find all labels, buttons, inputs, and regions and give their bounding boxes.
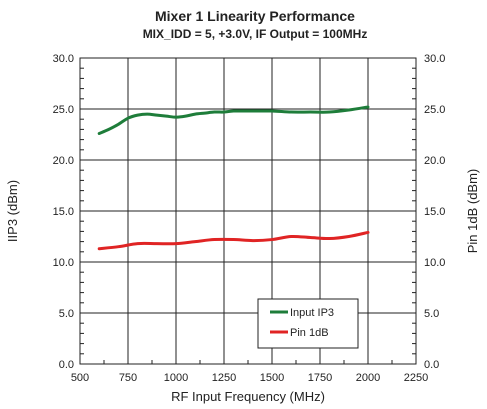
y-tick-label-left: 20.0 [53,155,74,167]
chart-subtitle: MIX_IDD = 5, +3.0V, IF Output = 100MHz [143,27,368,41]
y-axis-label-left: IIP3 (dBm) [5,180,20,242]
legend: Input IP3 Pin 1dB [257,298,359,349]
x-tick-label: 2250 [404,372,428,384]
legend-box [257,298,359,349]
y-tick-label-left: 25.0 [53,104,74,116]
y-tick-label-left: 5.0 [59,308,74,320]
x-tick-label: 500 [71,372,89,384]
legend-label: Pin 1dB [290,327,329,339]
x-tick-label: 1250 [212,372,236,384]
y-tick-label-right: 20.0 [424,155,445,167]
x-axis-label: RF Input Frequency (MHz) [171,389,325,404]
chart-title: Mixer 1 Linearity Performance [155,8,355,24]
x-tick-label: 750 [119,372,137,384]
series-line-pin-1db [97,230,370,251]
y-tick-label-right: 0.0 [424,359,439,371]
y-tick-label-right: 10.0 [424,257,445,269]
series-lines [97,105,370,251]
grid [80,58,416,364]
y-tick-label-right: 15.0 [424,206,445,218]
series-line-input-ip3 [97,105,370,135]
y-tick-label-left: 10.0 [53,257,74,269]
x-tick-label: 2000 [356,372,380,384]
legend-label: Input IP3 [290,307,334,319]
y-tick-label-left: 0.0 [59,359,74,371]
y-tick-label-left: 30.0 [53,53,74,65]
x-tick-label: 1500 [260,372,284,384]
y-tick-label-right: 30.0 [424,53,445,65]
y-tick-label-right: 25.0 [424,104,445,116]
y-tick-label-left: 15.0 [53,206,74,218]
x-tick-label: 1000 [164,372,188,384]
x-tick-label: 1750 [308,372,332,384]
y-tick-label-right: 5.0 [424,308,439,320]
y-axis-label-right: Pin 1dB (dBm) [465,169,480,254]
